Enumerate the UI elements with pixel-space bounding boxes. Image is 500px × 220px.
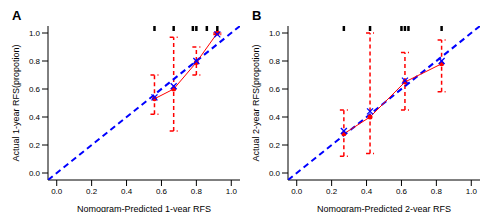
svg-text:1.0: 1.0 [466, 187, 478, 196]
svg-text:0.0: 0.0 [291, 187, 303, 196]
svg-text:1.0: 1.0 [269, 29, 281, 38]
svg-text:0.8: 0.8 [431, 187, 443, 196]
svg-text:1.0: 1.0 [29, 29, 41, 38]
svg-text:Actual 2-year RFS(propotion): Actual 2-year RFS(propotion) [251, 44, 261, 161]
svg-text:Nomogram-Predicted 1-year RFS: Nomogram-Predicted 1-year RFS [77, 204, 211, 212]
svg-text:0.6: 0.6 [156, 187, 168, 196]
svg-text:0.2: 0.2 [269, 141, 281, 150]
svg-text:0.4: 0.4 [269, 113, 281, 122]
svg-text:0.4: 0.4 [121, 187, 133, 196]
svg-text:1.0: 1.0 [226, 187, 238, 196]
svg-text:0.4: 0.4 [29, 113, 41, 122]
svg-text:0.8: 0.8 [191, 187, 203, 196]
svg-text:0.6: 0.6 [29, 85, 41, 94]
svg-text:0.0: 0.0 [29, 169, 41, 178]
svg-text:0.6: 0.6 [269, 85, 281, 94]
svg-text:0.6: 0.6 [396, 187, 408, 196]
svg-text:Nomogram-Predicted 2-year RFS: Nomogram-Predicted 2-year RFS [317, 204, 451, 212]
svg-text:0.2: 0.2 [29, 141, 41, 150]
svg-text:0.2: 0.2 [326, 187, 338, 196]
svg-text:Actual 1-year RFS(propotion): Actual 1-year RFS(propotion) [11, 44, 21, 161]
svg-text:0.0: 0.0 [269, 169, 281, 178]
svg-text:0.0: 0.0 [51, 187, 63, 196]
html-text:A: A [12, 8, 22, 23]
svg-text:0.2: 0.2 [86, 187, 98, 196]
svg-text:0.8: 0.8 [29, 57, 41, 66]
svg-text:0.8: 0.8 [269, 57, 281, 66]
html-text:B: B [252, 8, 262, 23]
svg-text:0.4: 0.4 [361, 187, 373, 196]
